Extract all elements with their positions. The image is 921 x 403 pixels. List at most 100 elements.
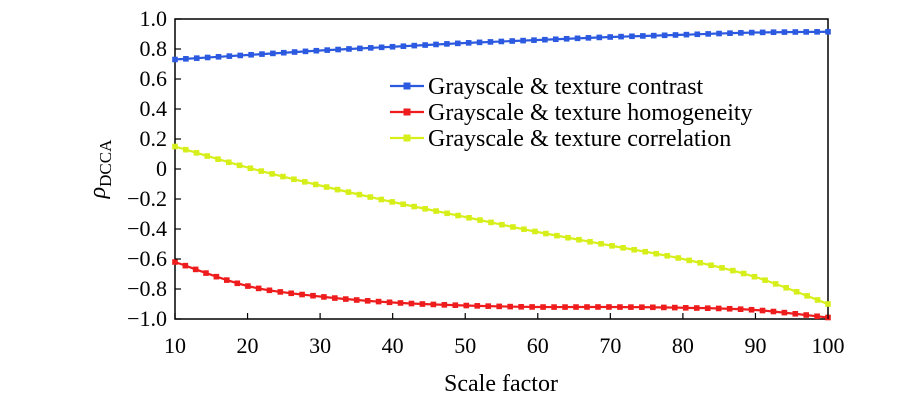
series-marker [803, 312, 809, 318]
series-marker [310, 292, 316, 299]
series-marker [518, 303, 524, 310]
legend-entry: Grayscale & texture contrast [390, 74, 704, 100]
series-marker [476, 39, 483, 46]
series-marker [411, 42, 418, 49]
series-marker [748, 306, 755, 313]
series-marker [715, 305, 722, 312]
legend-swatch-marker [403, 134, 411, 142]
y-tick-label: 0.2 [140, 126, 168, 151]
series-marker [574, 35, 581, 42]
y-tick-label: −0.6 [127, 246, 167, 271]
series-marker [640, 33, 646, 39]
series-marker [759, 307, 766, 314]
y-axis-ticks: −1.0 −0.8 −0.6 −0.4 −0.2 0 0.2 0.4 0.6 0.8 1.0 [127, 6, 181, 331]
y-tick-label: 0.6 [140, 66, 168, 91]
x-tick-label: 60 [527, 333, 549, 358]
series-marker [301, 179, 308, 185]
series-marker [367, 45, 374, 51]
series-marker [215, 156, 221, 162]
series-marker [364, 298, 371, 304]
x-tick-label: 50 [454, 333, 476, 358]
series-marker [411, 203, 417, 210]
series-marker [576, 236, 582, 243]
series-1 [172, 28, 831, 63]
series-marker [172, 143, 178, 150]
series-marker [562, 304, 568, 310]
series-marker [804, 293, 810, 299]
series-marker [737, 306, 744, 312]
series-marker [389, 43, 396, 50]
series-marker [193, 150, 200, 156]
series-marker [507, 303, 513, 310]
y-tick-label: −0.8 [127, 276, 167, 301]
series-marker [204, 54, 211, 61]
series-marker [485, 303, 492, 309]
series-marker [277, 289, 284, 295]
series-marker [356, 191, 363, 198]
series-marker [213, 273, 220, 280]
series-marker [825, 28, 831, 35]
series-marker [629, 33, 635, 40]
series-marker [682, 305, 689, 311]
series-marker [299, 291, 305, 298]
series-marker [585, 35, 592, 41]
series-marker [237, 52, 244, 59]
series-marker [496, 303, 503, 310]
series-marker [792, 310, 799, 317]
y-axis-title-main: ρ [85, 187, 111, 200]
y-tick-label: −0.4 [127, 216, 167, 241]
series-marker [509, 38, 516, 44]
series-marker [346, 46, 352, 52]
series-marker [595, 304, 601, 310]
series-marker [463, 302, 470, 309]
series-marker [367, 194, 374, 200]
series-marker [825, 301, 831, 307]
series-marker [408, 300, 415, 307]
y-tick-label: −1.0 [127, 306, 167, 331]
series-marker [215, 54, 222, 60]
y-axis-title: ρDCCA [85, 139, 115, 199]
series-marker [697, 259, 703, 266]
series-marker [488, 219, 494, 226]
series-marker [814, 29, 820, 35]
series-marker [584, 304, 590, 310]
series-marker [441, 302, 448, 308]
series-marker [313, 47, 320, 54]
series-marker [770, 308, 777, 315]
series-marker [664, 252, 671, 259]
series-marker [454, 40, 461, 47]
series-marker [606, 304, 612, 310]
series-marker [719, 265, 725, 271]
series-marker [650, 304, 656, 311]
series-marker [532, 228, 538, 235]
legend-entry: Grayscale & texture homogeneity [390, 100, 753, 126]
y-axis-title-sub: DCCA [96, 139, 115, 187]
series-2 [172, 259, 831, 321]
series-marker [704, 305, 711, 312]
series-marker [642, 248, 649, 255]
series-marker [661, 32, 668, 39]
series-marker [520, 37, 526, 44]
series-marker [452, 302, 459, 308]
series-marker [224, 277, 230, 283]
x-tick-label: 30 [309, 333, 331, 358]
series-marker [357, 45, 363, 52]
series-marker [192, 266, 199, 273]
series-marker [543, 230, 549, 237]
series-marker [727, 30, 733, 36]
series-marker [781, 29, 788, 35]
series-marker [312, 181, 319, 188]
series-marker [466, 214, 472, 221]
series-marker [259, 51, 265, 57]
series-marker [793, 288, 800, 295]
series-marker [740, 270, 747, 277]
series-marker [444, 41, 450, 47]
series-marker [204, 153, 211, 159]
series-marker [705, 31, 711, 37]
series-marker [280, 173, 286, 180]
series-marker [266, 287, 273, 294]
series-marker [531, 37, 537, 43]
series-marker [803, 29, 810, 35]
series-marker [708, 262, 714, 269]
